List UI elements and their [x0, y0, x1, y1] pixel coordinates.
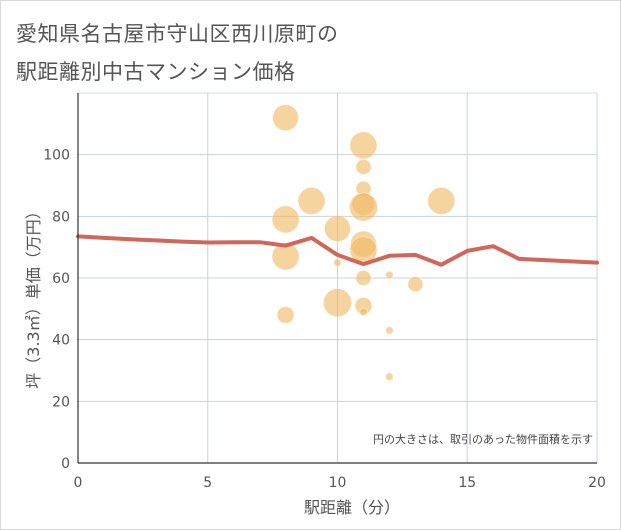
x-axis-title: 駅距離（分） — [304, 498, 400, 517]
y-tick-label: 80 — [52, 209, 70, 225]
line-layer — [76, 234, 599, 267]
y-axis-title: 坪（3.3㎡）単価（万円） — [24, 203, 43, 388]
x-tick-label: 20 — [588, 475, 606, 491]
chart-title-line-1: 愛知県名古屋市守山区西川原町の — [16, 22, 339, 46]
data-bubble — [385, 372, 394, 381]
data-bubble — [271, 205, 300, 234]
data-bubble — [271, 242, 300, 271]
bubble-layer — [271, 104, 456, 381]
axis-layer — [77, 93, 597, 464]
data-bubble — [323, 215, 352, 243]
data-bubble — [333, 258, 342, 267]
y-tick-label: 60 — [52, 271, 70, 287]
data-bubble — [407, 276, 424, 293]
chart-title-line-2: 駅距離別中古マンション価格 — [16, 60, 296, 84]
data-bubble — [297, 186, 326, 215]
data-bubble — [355, 158, 372, 176]
y-tick-label: 0 — [61, 456, 70, 472]
y-tick-label: 40 — [52, 333, 70, 349]
data-bubble — [272, 104, 300, 132]
y-tick-label: 100 — [43, 148, 70, 164]
data-bubble — [355, 269, 372, 287]
y-tick-label: 20 — [52, 394, 70, 410]
x-tick-label: 0 — [74, 475, 83, 491]
grid-layer — [77, 92, 598, 464]
x-tick-label: 15 — [458, 475, 476, 491]
size-legend-note: 円の大きさは、取引のあった物件面積を示す — [373, 432, 593, 446]
x-tick-label: 5 — [203, 475, 212, 491]
data-bubble — [359, 307, 368, 317]
data-bubble — [349, 131, 378, 160]
data-bubble — [322, 288, 353, 318]
x-tick-label: 10 — [329, 475, 347, 491]
data-bubble — [276, 306, 295, 324]
data-bubble — [385, 326, 394, 335]
tick-layer: 0 5 10 15 20 0 20 40 60 80 100 — [43, 148, 606, 491]
data-bubble — [348, 192, 379, 222]
data-bubble — [427, 186, 456, 215]
data-bubble — [385, 270, 394, 280]
average-price-line — [76, 234, 599, 267]
